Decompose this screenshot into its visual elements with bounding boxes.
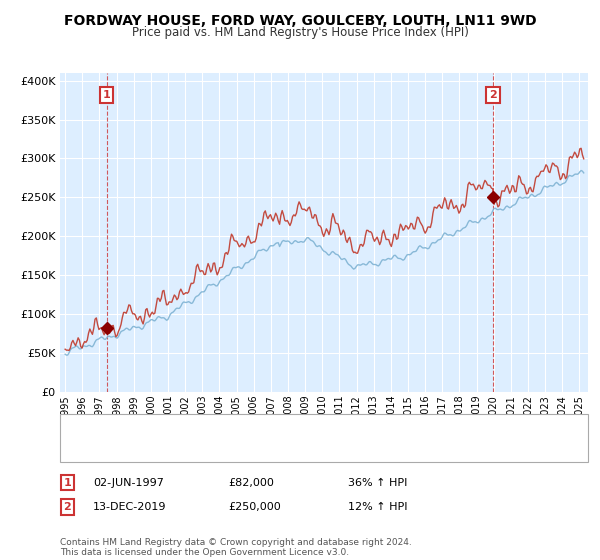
Text: FORDWAY HOUSE, FORD WAY, GOULCEBY, LOUTH, LN11 9WD: FORDWAY HOUSE, FORD WAY, GOULCEBY, LOUTH…	[64, 14, 536, 28]
Text: 13-DEC-2019: 13-DEC-2019	[93, 502, 167, 512]
Text: Price paid vs. HM Land Registry's House Price Index (HPI): Price paid vs. HM Land Registry's House …	[131, 26, 469, 39]
Text: 36% ↑ HPI: 36% ↑ HPI	[348, 478, 407, 488]
Text: 1: 1	[64, 478, 71, 488]
Text: ——: ——	[72, 421, 100, 435]
Text: FORDWAY HOUSE, FORD WAY, GOULCEBY, LOUTH, LN11 9WD (detached house): FORDWAY HOUSE, FORD WAY, GOULCEBY, LOUTH…	[105, 423, 519, 433]
Text: £82,000: £82,000	[228, 478, 274, 488]
Text: HPI: Average price, detached house, East Lindsey: HPI: Average price, detached house, East…	[105, 445, 364, 455]
Text: 2: 2	[489, 90, 497, 100]
Text: Contains HM Land Registry data © Crown copyright and database right 2024.
This d: Contains HM Land Registry data © Crown c…	[60, 538, 412, 557]
Text: ——: ——	[72, 443, 100, 457]
Text: 02-JUN-1997: 02-JUN-1997	[93, 478, 164, 488]
Text: 2: 2	[64, 502, 71, 512]
Text: £250,000: £250,000	[228, 502, 281, 512]
Text: 12% ↑ HPI: 12% ↑ HPI	[348, 502, 407, 512]
Text: 1: 1	[103, 90, 110, 100]
